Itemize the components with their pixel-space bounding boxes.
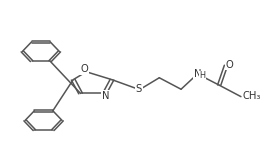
- Text: O: O: [226, 60, 233, 70]
- Text: CH₃: CH₃: [243, 91, 261, 101]
- Text: H: H: [199, 71, 205, 80]
- Text: N: N: [102, 91, 110, 101]
- Text: S: S: [136, 84, 142, 94]
- Text: O: O: [80, 64, 88, 74]
- Text: N: N: [194, 69, 201, 79]
